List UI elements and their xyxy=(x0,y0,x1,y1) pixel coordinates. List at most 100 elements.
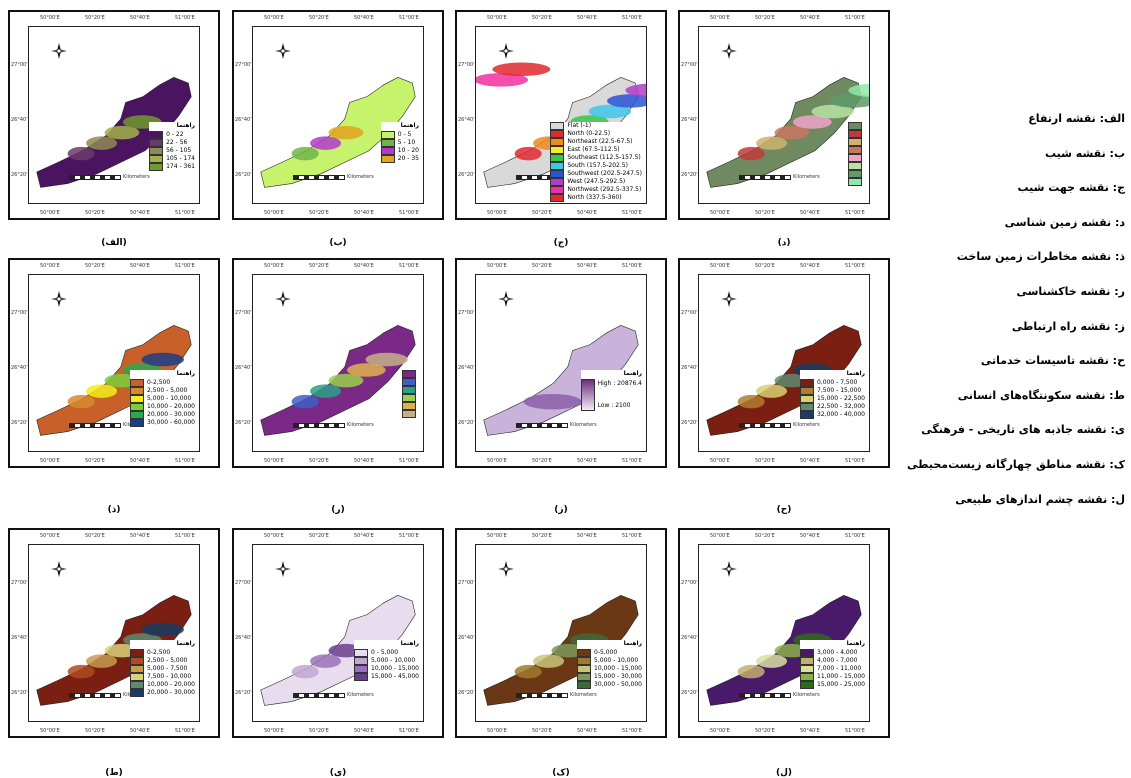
map-frame: KilometersFlat (-1)North (0-22.5)Northea… xyxy=(475,26,647,204)
map-legend xyxy=(402,369,419,418)
tick-label: 51°00'E xyxy=(175,263,195,269)
map-frame: Kilometers xyxy=(698,26,870,204)
tick-label: 50°00'E xyxy=(264,15,284,21)
tick-label: 26°40'N xyxy=(235,365,256,371)
map-panel: 50°00'E 50°00'E 50°20'E 50°20'E 50°40'E 50°40… xyxy=(232,10,444,220)
legend-item: 10,000 - 20,000 xyxy=(130,402,195,411)
map-frame: Kilometers راهنما 0,000 - 7,500 7,500 - 15,… xyxy=(698,274,870,452)
legend-item: Southwest (202.5-247.5) xyxy=(550,169,642,178)
legend-item: 30,000 - 60,000 xyxy=(130,418,195,427)
tick-label: 50°40'E xyxy=(800,533,820,539)
legend-swatch xyxy=(800,410,815,419)
tick-label: 51°00'E xyxy=(622,210,642,216)
zone-patch xyxy=(86,136,118,150)
legend-swatch xyxy=(550,161,565,170)
legend-item: South (157.5-202.5) xyxy=(550,161,642,170)
tick-label: 50°40'E xyxy=(800,458,820,464)
zone-patch xyxy=(291,394,319,409)
tick-label: 51°00'E xyxy=(399,263,419,269)
map-region xyxy=(706,77,869,188)
tick-label: 51°00'E xyxy=(175,728,195,734)
legend-label: 15,000 - 22,500 xyxy=(817,394,865,402)
tick-label: 26°20'N xyxy=(235,172,256,178)
legend-label: 2,500 - 5,000 xyxy=(147,386,188,394)
legend-item: 0,000 - 7,500 xyxy=(800,378,865,387)
map-frame: Kilometers راهنما 0 - 22 22 - 56 56 - 105 105… xyxy=(28,26,200,204)
legend-swatch xyxy=(130,648,145,657)
legend-label: 0 - 5 xyxy=(397,130,412,138)
tick-label: 26°20'N xyxy=(681,690,702,696)
scale-units: Kilometers xyxy=(793,174,820,180)
tick-label: 50°00'E xyxy=(264,728,284,734)
legend-swatch xyxy=(800,386,815,395)
legend-swatch xyxy=(380,154,395,163)
legend-item: 5,000 - 10,000 xyxy=(354,656,419,665)
scale-bar xyxy=(69,693,121,698)
tick-label: 51°00'E xyxy=(845,263,865,269)
scale-bar xyxy=(516,693,568,698)
tick-label: 50°40'E xyxy=(800,210,820,216)
tick-label: 27°00'N xyxy=(681,62,702,68)
north-arrow-icon xyxy=(498,291,514,307)
legend-item: 22 - 56 xyxy=(149,138,195,147)
scale-units: Kilometers xyxy=(570,692,597,698)
legend-label: 30,000 - 60,000 xyxy=(147,418,195,426)
legend-swatch xyxy=(354,664,369,673)
legend-title: راهنما xyxy=(176,121,195,129)
tick-label: 50°00'E xyxy=(487,533,507,539)
tick-label: 51°00'E xyxy=(175,15,195,21)
map-frame: Kilometers xyxy=(252,274,424,452)
zone-patch xyxy=(829,94,869,108)
legend-label: North (0-22.5) xyxy=(567,129,611,137)
legend-label: 0 - 22 xyxy=(166,130,184,138)
tick-label: 26°20'N xyxy=(458,420,479,426)
zone-patch xyxy=(625,83,646,98)
tick-label: 50°40'E xyxy=(130,263,150,269)
tick-label: 50°00'E xyxy=(487,458,507,464)
tick-label: 50°00'E xyxy=(710,210,730,216)
legend-item: 2,500 - 5,000 xyxy=(130,656,195,665)
legend-item: 7,500 - 10,000 xyxy=(130,672,195,681)
legend-label: 22,500 - 32,000 xyxy=(817,402,865,410)
legend-label: 0-2,500 xyxy=(147,648,171,656)
map-region xyxy=(36,77,192,188)
legend-swatch xyxy=(550,169,565,178)
scale-units: Kilometers xyxy=(347,692,374,698)
tick-label: 27°00'N xyxy=(235,580,256,586)
legend-item: 0-2,500 xyxy=(130,648,195,657)
legend-swatch xyxy=(380,138,395,147)
legend-label: North (337.5-360) xyxy=(567,193,622,201)
map-legend: راهنما 0-2,500 2,500 - 5,000 5,000 - 10,000… xyxy=(130,369,195,427)
map-panel: 50°00'E 50°00'E 50°20'E 50°20'E 50°40'E 50°40… xyxy=(455,10,667,220)
tick-label: 50°20'E xyxy=(755,263,775,269)
legend-title: راهنما xyxy=(623,369,642,377)
map-panel: 50°00'E 50°00'E 50°20'E 50°20'E 50°40'E 50°40… xyxy=(678,258,890,468)
panel-caption: (ح) xyxy=(776,505,792,515)
north-arrow-icon xyxy=(51,291,67,307)
tick-label: 50°00'E xyxy=(40,728,60,734)
legend-swatch xyxy=(130,664,145,673)
tick-label: 50°00'E xyxy=(710,728,730,734)
tick-label: 50°40'E xyxy=(354,210,374,216)
zone-patch xyxy=(514,664,542,679)
zone-patch xyxy=(310,136,342,150)
legend-swatch xyxy=(380,146,395,155)
tick-label: 26°20'N xyxy=(235,690,256,696)
tick-label: 51°00'E xyxy=(845,458,865,464)
legend-swatch xyxy=(800,648,815,657)
legend-label: 10,000 - 20,000 xyxy=(147,402,195,410)
scale-bar xyxy=(69,423,121,428)
legend-item: 32,000 - 40,000 xyxy=(800,410,865,419)
legend-item: 5,000 - 10,000 xyxy=(130,394,195,403)
legend-swatch xyxy=(800,656,815,665)
scale-units: Kilometers xyxy=(347,174,374,180)
zone-patch xyxy=(476,73,528,87)
legend-label: 105 - 174 xyxy=(166,154,195,162)
legend-label: 10,000 - 15,000 xyxy=(371,664,419,672)
tick-label: 51°00'E xyxy=(845,533,865,539)
scale-bar xyxy=(293,175,345,180)
north-arrow-icon xyxy=(721,561,737,577)
zone-patch xyxy=(756,384,788,398)
legend-label: 5,000 - 10,000 xyxy=(594,656,639,664)
